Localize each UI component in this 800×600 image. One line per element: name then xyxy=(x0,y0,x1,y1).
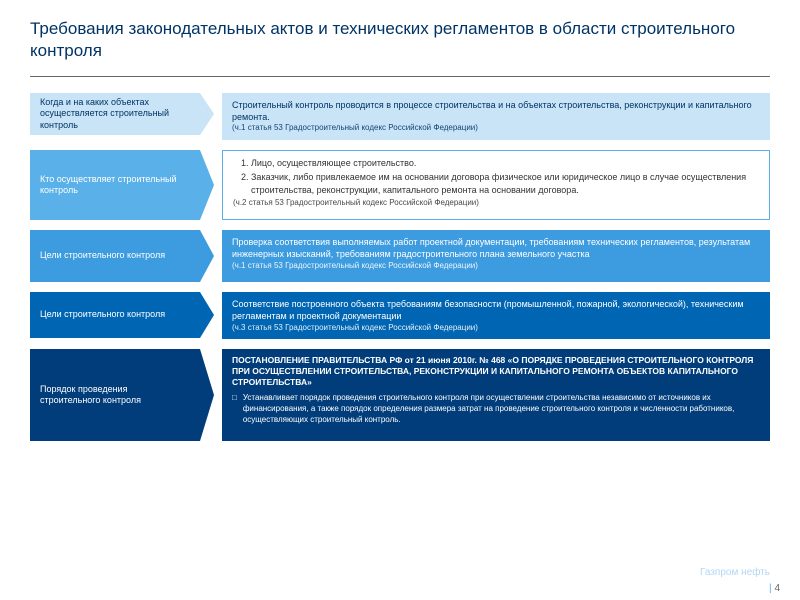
bullet-icon: □ xyxy=(232,393,237,425)
info-row: Цели строительного контроля Соответствие… xyxy=(30,292,770,339)
row-description: Соответствие построенного объекта требов… xyxy=(222,292,770,339)
desc-list: Лицо, осуществляющее строительство. Зака… xyxy=(233,157,759,195)
label-text: Цели строительного контроля xyxy=(40,250,165,262)
page-title: Требования законодательных актов и техни… xyxy=(0,0,800,72)
label-text: Цели строительного контроля xyxy=(40,309,165,321)
desc-reference: (ч.1 статья 53 Градостроительный кодекс … xyxy=(232,261,760,272)
row-label: Цели строительного контроля xyxy=(30,292,200,338)
decree-body-text: Устанавливает порядок проведения строите… xyxy=(243,393,760,425)
row-label: Кто осуществляет строительный контроль xyxy=(30,150,200,220)
info-row: Порядок проведения строительного контрол… xyxy=(30,349,770,441)
info-row: Когда и на каких объектах осуществляется… xyxy=(30,93,770,140)
list-item: Заказчик, либо привлекаемое им на основа… xyxy=(251,171,759,195)
page-number: | 4 xyxy=(769,583,780,594)
decree-title: ПОСТАНОВЛЕНИЕ ПРАВИТЕЛЬСТВА РФ от 21 июн… xyxy=(232,355,760,388)
desc-main-text: Строительный контроль проводится в проце… xyxy=(232,99,760,123)
desc-main-text: Проверка соответствия выполняемых работ … xyxy=(232,236,760,260)
watermark: Газпром нефть xyxy=(700,567,770,578)
row-description: Лицо, осуществляющее строительство. Зака… xyxy=(222,150,770,220)
row-label: Когда и на каких объектах осуществляется… xyxy=(30,93,200,135)
desc-reference: (ч.2 статья 53 Градостроительный кодекс … xyxy=(233,198,759,209)
row-label: Порядок проведения строительного контрол… xyxy=(30,349,200,441)
desc-reference: (ч.1 статья 53 Градостроительный кодекс … xyxy=(232,123,760,134)
decree-body: □ Устанавливает порядок проведения строи… xyxy=(232,393,760,425)
label-text: Порядок проведения строительного контрол… xyxy=(40,384,190,407)
title-divider xyxy=(30,76,770,77)
info-row: Цели строительного контроля Проверка соо… xyxy=(30,230,770,282)
list-item: Лицо, осуществляющее строительство. xyxy=(251,157,759,169)
row-description: Строительный контроль проводится в проце… xyxy=(222,93,770,140)
page-bar-icon: | xyxy=(769,583,772,594)
desc-main-text: Соответствие построенного объекта требов… xyxy=(232,298,760,322)
label-text: Когда и на каких объектах осуществляется… xyxy=(40,97,190,132)
info-row: Кто осуществляет строительный контроль Л… xyxy=(30,150,770,220)
row-label: Цели строительного контроля xyxy=(30,230,200,282)
page-number-value: 4 xyxy=(774,583,780,594)
row-description: ПОСТАНОВЛЕНИЕ ПРАВИТЕЛЬСТВА РФ от 21 июн… xyxy=(222,349,770,441)
row-description: Проверка соответствия выполняемых работ … xyxy=(222,230,770,282)
label-text: Кто осуществляет строительный контроль xyxy=(40,174,190,197)
desc-reference: (ч.3 статья 53 Градостроительный кодекс … xyxy=(232,323,760,334)
content-area: Когда и на каких объектах осуществляется… xyxy=(0,93,800,441)
